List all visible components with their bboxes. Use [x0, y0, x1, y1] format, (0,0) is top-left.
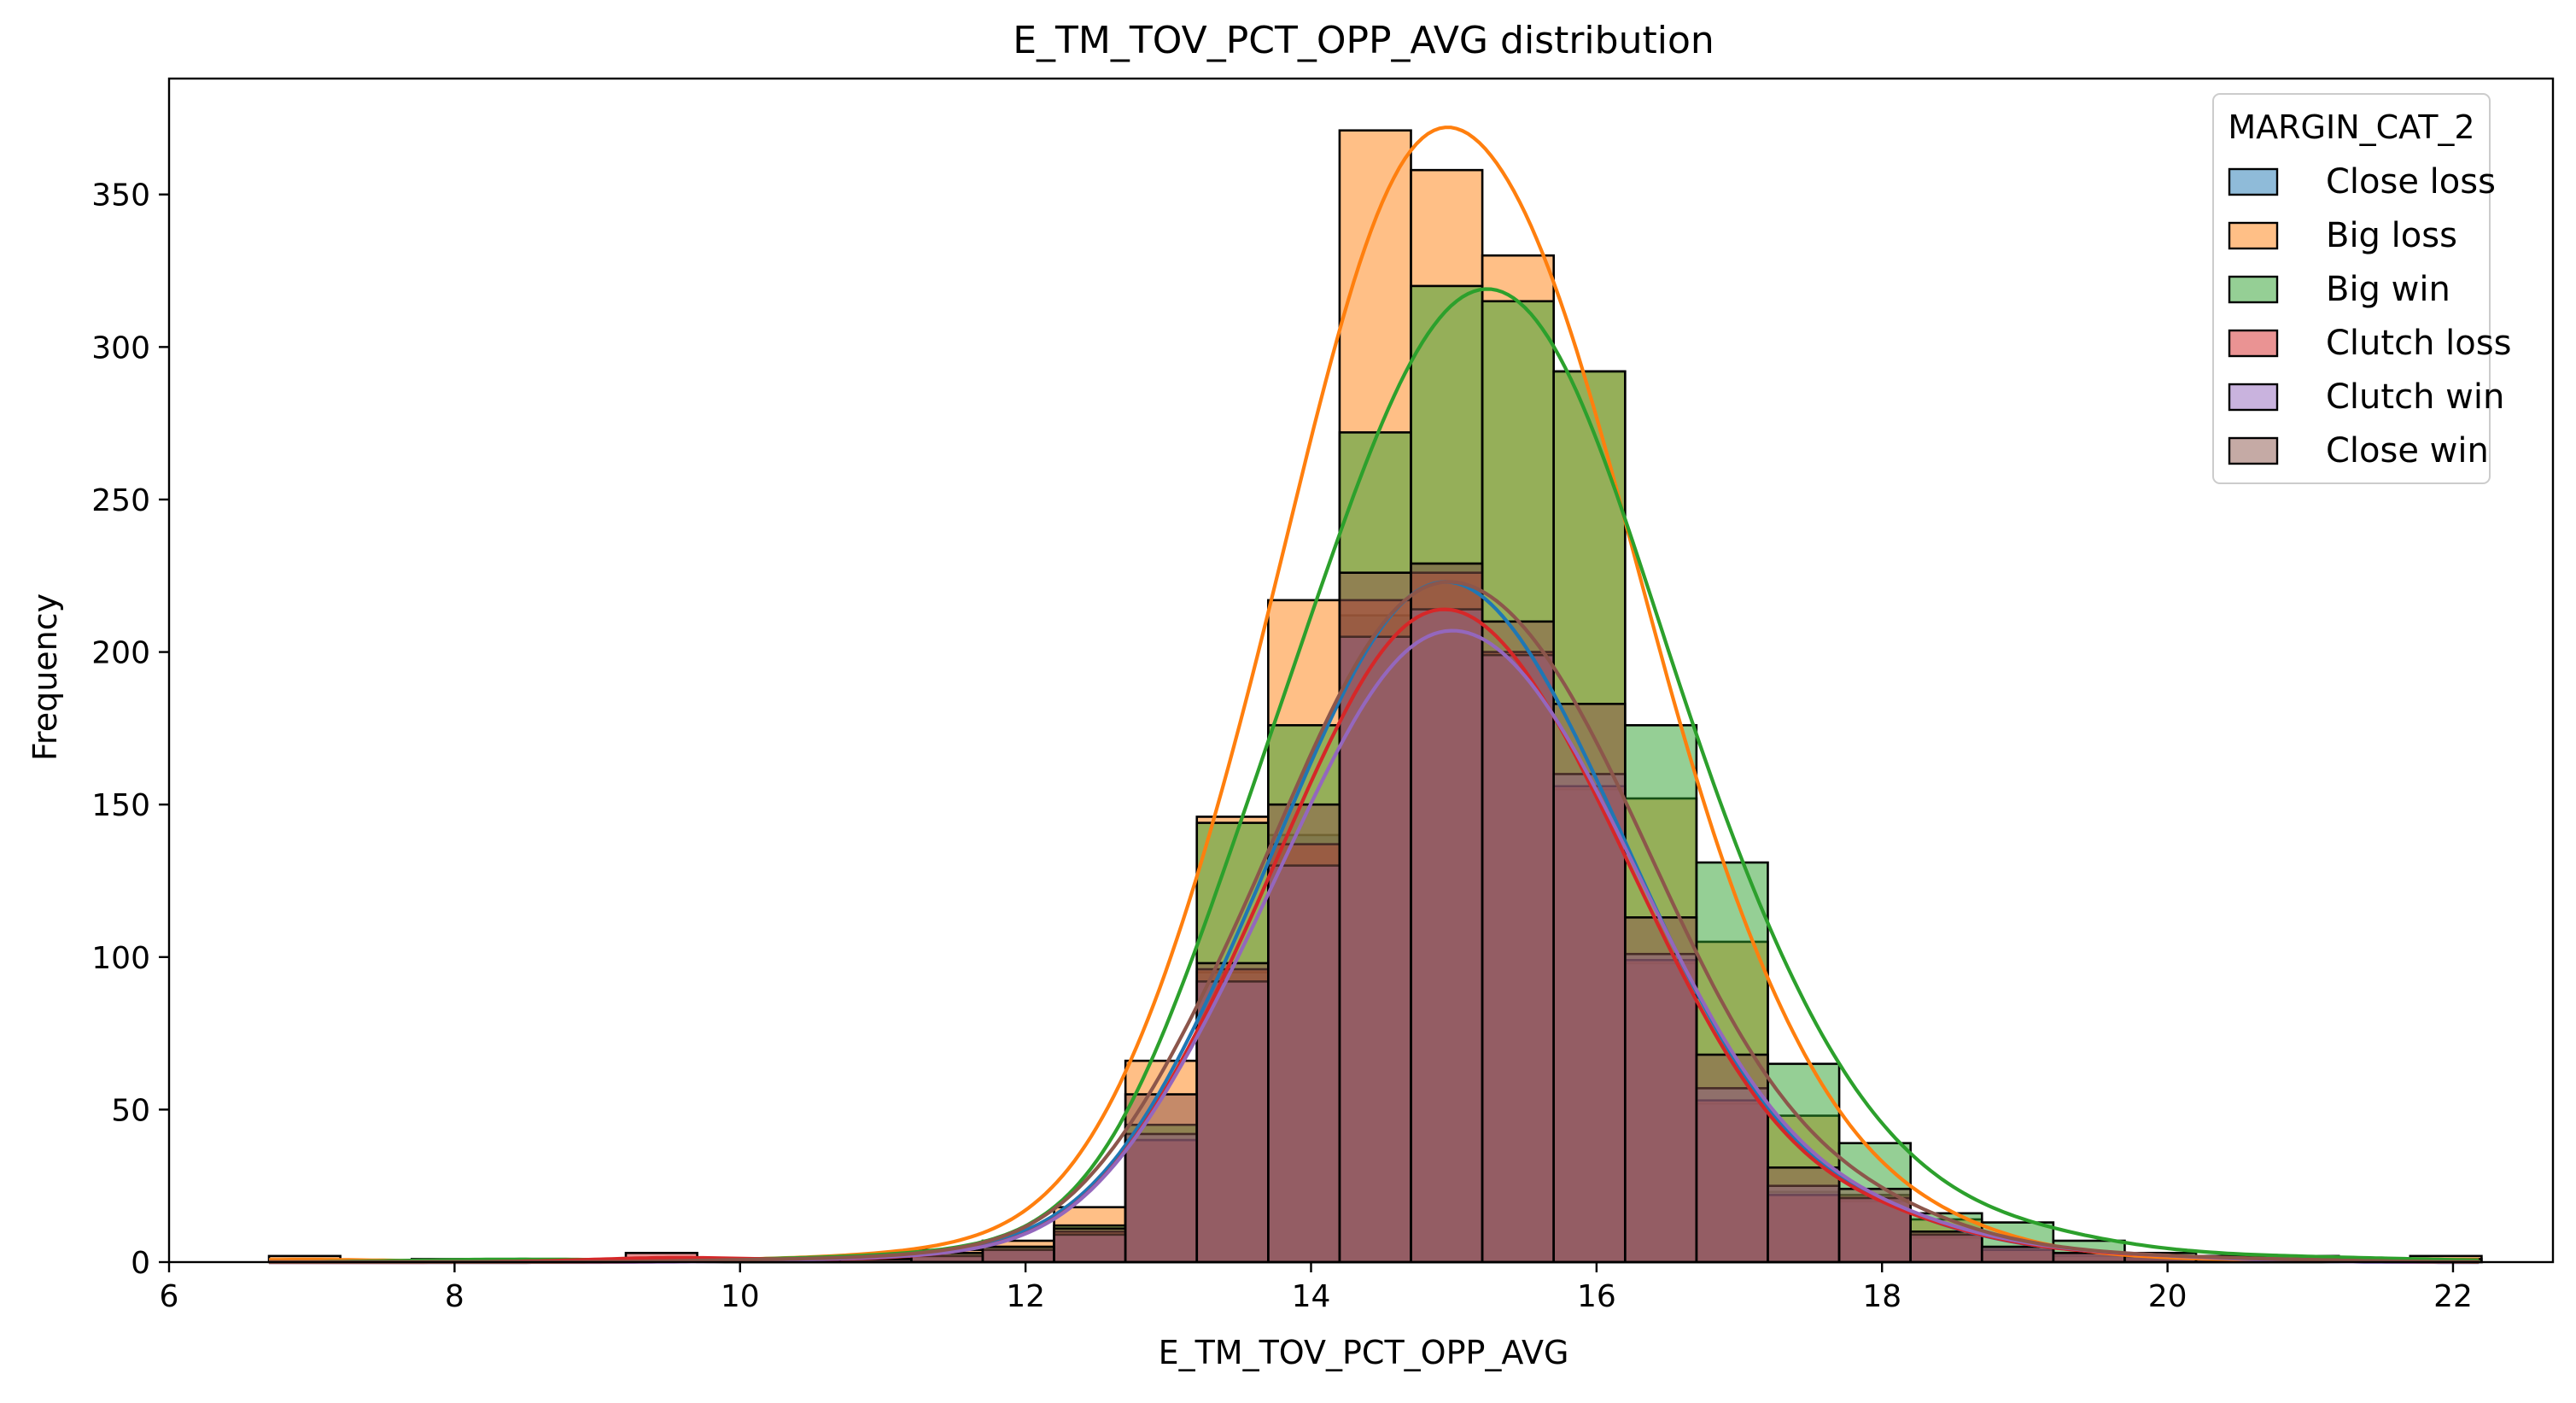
bar-series-5: [696, 562, 2340, 1264]
y-tick-label: 250: [91, 483, 150, 518]
y-tick-label: 50: [111, 1093, 150, 1128]
legend-frame: [2212, 93, 2491, 484]
y-tick-label: 150: [91, 788, 150, 823]
legend-label: Big win: [2326, 270, 2450, 309]
legend-label: Big loss: [2326, 216, 2457, 255]
bar: [1053, 1227, 1127, 1264]
x-tick-label: 22: [2433, 1279, 2473, 1314]
legend-items: Close loss Big loss Big win Clutch loss Clut…: [2228, 162, 2511, 471]
legend-item: Big win: [2228, 270, 2450, 309]
x-axis-ticks: 6 8 10 12 14 16 18 20 22: [160, 1262, 2473, 1314]
legend-swatch: [2228, 221, 2279, 250]
legend-label: Clutch loss: [2326, 324, 2511, 363]
bar: [1267, 803, 1341, 1264]
legend-swatch: [2228, 436, 2279, 465]
bar: [1124, 1093, 1199, 1264]
bar: [1767, 1166, 1841, 1264]
bar: [1410, 562, 1484, 1264]
y-tick-label: 300: [91, 330, 150, 365]
legend-item: Clutch win: [2228, 377, 2504, 417]
histogram-bars: [267, 129, 2483, 1264]
legend-item: Clutch loss: [2228, 324, 2511, 363]
y-tick-label: 350: [91, 178, 150, 213]
legend-title: MARGIN_CAT_2: [2228, 108, 2474, 146]
legend-label: Close win: [2326, 431, 2489, 471]
legend-item: Big loss: [2228, 216, 2457, 255]
legend-item: Close win: [2228, 431, 2489, 471]
y-tick-label: 200: [91, 636, 150, 671]
y-tick-label: 0: [131, 1246, 150, 1281]
legend-swatch: [2228, 383, 2279, 412]
legend-swatch: [2228, 329, 2279, 358]
x-tick-label: 14: [1292, 1279, 1331, 1314]
x-tick-label: 12: [1006, 1279, 1045, 1314]
bar: [1481, 620, 1556, 1264]
bar: [1695, 1053, 1769, 1264]
plot-frame: [167, 77, 2555, 1264]
y-axis-label: Frequency: [26, 593, 64, 761]
y-axis-ticks: 0 50 100 150 200 250 300 350: [91, 178, 169, 1281]
legend-swatch: [2228, 275, 2279, 304]
bar: [1909, 1230, 1983, 1264]
x-tick-label: 10: [721, 1279, 760, 1314]
x-tick-label: 16: [1577, 1279, 1616, 1314]
legend-swatch: [2228, 167, 2279, 196]
legend-item: Close loss: [2228, 162, 2496, 202]
legend-label: Close loss: [2326, 162, 2496, 202]
legend-label: Clutch win: [2326, 377, 2504, 417]
x-axis-label: E_TM_TOV_PCT_OPP_AVG: [1159, 1334, 1569, 1371]
x-tick-label: 6: [160, 1279, 179, 1314]
chart-title: E_TM_TOV_PCT_OPP_AVG distribution: [1013, 19, 1714, 62]
x-tick-label: 8: [445, 1279, 464, 1314]
bar: [981, 1245, 1055, 1264]
bar: [1837, 1187, 1912, 1264]
x-tick-label: 20: [2148, 1279, 2188, 1314]
bar: [1552, 702, 1627, 1264]
bar: [1980, 1245, 2055, 1264]
x-tick-label: 18: [1862, 1279, 1901, 1314]
y-tick-label: 100: [91, 941, 150, 976]
